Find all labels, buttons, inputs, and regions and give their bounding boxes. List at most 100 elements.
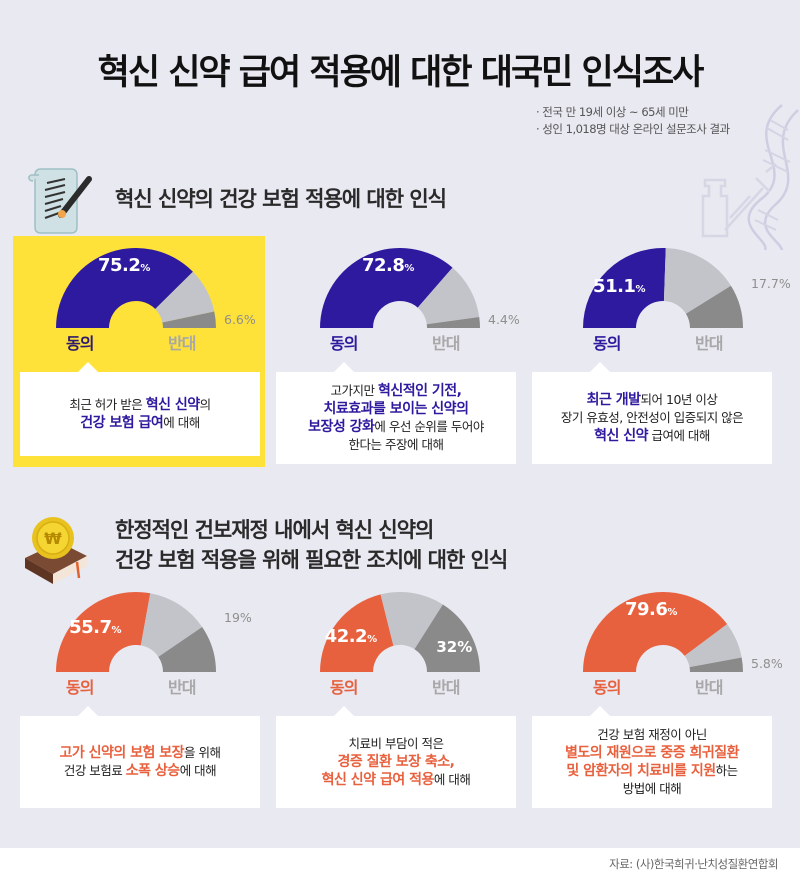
oppose-percent: 17.7% — [751, 276, 791, 291]
plain-text: 건강 보험 재정이 아닌 — [597, 727, 707, 742]
description-line: 방법에 대해 — [565, 780, 739, 798]
description-card: 고가지만 혁신적인 기전, 치료효과를 보이는 신약의 보장성 강화에 우선 순위를… — [276, 362, 516, 464]
plain-text: 방법에 대해 — [622, 781, 682, 796]
meta-line-age: · 전국 만 19세 이상 ~ 65세 미만 — [536, 105, 689, 119]
description-line: 혁신 신약 급여 적용에 대해 — [322, 771, 471, 789]
plain-text: 되어 10년 이상 — [640, 392, 718, 407]
dna-syringe-icon — [701, 104, 799, 250]
highlight-text: 고가 신약의 보험 보장 — [59, 745, 185, 761]
gauge-chart — [583, 592, 743, 672]
agree-value: 51.1 — [593, 275, 636, 297]
description-line: 별도의 재원으로 중증 희귀질환 — [564, 744, 740, 762]
description-card: 건강 보험 재정이 아닌 별도의 재원으로 중증 희귀질환 및 암환자의 치료비를 … — [532, 706, 772, 808]
description-card: 고가 신약의 보험 보장을 위해 건강 보험료 소폭 상승에 대해 — [20, 706, 260, 808]
description-line: 건강 보험료 소폭 상승에 대해 — [59, 762, 220, 780]
agree-percent: 42.2% — [325, 626, 377, 647]
oppose-percent: 5.8% — [751, 656, 783, 671]
gauge-agree-segment — [56, 592, 151, 672]
plain-text: 건강 보험료 — [63, 763, 126, 778]
gauge-chart — [320, 248, 480, 328]
oppose-label: 반대 — [168, 678, 196, 697]
agree-value: 55.7 — [69, 616, 112, 638]
gauge-neutral-segment — [684, 624, 742, 668]
agree-unit: % — [111, 624, 122, 636]
description-line: 최근 허가 받은 혁신 신약의 — [69, 396, 212, 414]
gauge-agree-segment — [320, 248, 453, 328]
gauge-agree-segment — [583, 248, 666, 328]
gauge-oppose-segment — [426, 316, 480, 328]
agree-percent: 55.7% — [69, 617, 121, 638]
highlight-text: 치료효과를 보이는 신약의 — [323, 401, 469, 417]
plain-text: 최근 허가 받은 — [69, 397, 146, 412]
agree-label: 동의 — [593, 678, 621, 697]
description-line: 경증 질환 보장 축소, — [322, 753, 471, 771]
gauge-chart — [320, 592, 480, 672]
gauge-neutral-segment — [140, 593, 203, 657]
gauge-oppose-segment — [162, 311, 216, 328]
highlight-text: 별도의 재원으로 중증 희귀질환 — [564, 745, 740, 761]
oppose-percent: 4.4% — [488, 312, 520, 327]
agree-label: 동의 — [66, 334, 94, 353]
gauge-chart — [56, 248, 216, 328]
gauge-neutral-segment — [663, 248, 731, 314]
plain-text: 에 대해 — [163, 415, 200, 430]
section-1-heading: 혁신 신약의 건강 보험 적용에 대한 인식 — [115, 187, 447, 211]
description-text: 치료비 부담이 적은 경증 질환 보장 축소, 혁신 신약 급여 적용에 대해 — [322, 735, 471, 789]
gauge-oppose-segment — [414, 604, 480, 672]
oppose-percent: 19% — [224, 610, 252, 625]
agree-percent: 79.6% — [625, 599, 677, 620]
agree-unit: % — [667, 607, 677, 618]
source-credit: 자료: (사)한국희귀·난치성질환연합회 — [609, 857, 778, 871]
highlight-text: 최근 개발 — [586, 392, 641, 408]
page-title: 혁신 신약 급여 적용에 대한 대국민 인식조사 — [97, 53, 705, 93]
agree-value: 72.8 — [362, 255, 405, 276]
plain-text: 장기 유효성, 안전성이 입증되지 않은 — [560, 410, 744, 425]
gauge-chart — [56, 592, 216, 672]
description-line: 혁신 신약 급여에 대해 — [561, 427, 743, 445]
description-line: 건강 보험 재정이 아닌 — [565, 726, 739, 744]
gauge-chart — [583, 248, 743, 328]
description-line: 건강 보험 급여에 대해 — [69, 414, 210, 432]
description-line: 고가지만 혁신적인 기전, — [308, 382, 484, 400]
agree-value: 75.2 — [98, 255, 141, 276]
oppose-percent: 32% — [436, 638, 473, 657]
oppose-label: 반대 — [432, 334, 460, 353]
highlight-text: 경증 질환 보장 축소, — [337, 754, 455, 770]
document-pen-icon — [28, 168, 92, 234]
agree-label: 동의 — [330, 334, 358, 353]
gauge-oppose-segment — [689, 657, 743, 672]
description-text: 고가지만 혁신적인 기전, 치료효과를 보이는 신약의 보장성 강화에 우선 순위를… — [308, 382, 484, 454]
agree-unit: % — [367, 633, 377, 645]
description-card: 치료비 부담이 적은 경증 질환 보장 축소, 혁신 신약 급여 적용에 대해 — [276, 706, 516, 808]
description-line: 최근 개발되어 10년 이상 — [561, 391, 743, 409]
gauge-agree-segment — [320, 594, 394, 672]
agree-percent: 75.2% — [98, 255, 150, 276]
description-line: 고가 신약의 보험 보장을 위해 — [59, 744, 221, 762]
svg-text:₩: ₩ — [44, 529, 62, 548]
highlight-text: 소폭 상승 — [125, 763, 180, 779]
highlight-text: 혁신적인 기전, — [377, 383, 462, 399]
description-line: 보장성 강화에 우선 순위를 두어야 — [308, 418, 484, 436]
plain-text: 을 위해 — [184, 745, 221, 760]
gauge-neutral-segment — [380, 592, 443, 650]
plain-text: 에 우선 순위를 두어야 — [374, 419, 484, 434]
agree-label: 동의 — [593, 334, 621, 353]
description-line: 치료효과를 보이는 신약의 — [308, 400, 484, 418]
description-line: 치료비 부담이 적은 — [322, 735, 471, 753]
agree-unit: % — [404, 263, 414, 274]
highlight-text: 보장성 강화 — [308, 419, 375, 435]
description-text: 건강 보험 재정이 아닌 별도의 재원으로 중증 희귀질환 및 암환자의 치료비를 … — [564, 726, 740, 798]
agree-value: 79.6 — [625, 599, 668, 620]
plain-text: 에 대해 — [433, 772, 471, 787]
agree-percent: 51.1% — [593, 276, 645, 297]
plain-text: 의 — [199, 397, 212, 412]
highlight-text: 건강 보험 급여 — [80, 415, 164, 431]
gauge-oppose-segment — [685, 285, 743, 328]
agree-label: 동의 — [330, 678, 358, 697]
description-text: 최근 개발되어 10년 이상 장기 유효성, 안전성이 입증되지 않은 혁신 신약 … — [560, 391, 744, 445]
coin-book-icon: ₩ — [25, 517, 87, 584]
agree-label: 동의 — [66, 678, 94, 697]
highlight-text: 혁신 신약 — [145, 397, 200, 413]
gauge-agree-segment — [583, 592, 728, 672]
plain-text: 에 대해 — [179, 763, 217, 778]
